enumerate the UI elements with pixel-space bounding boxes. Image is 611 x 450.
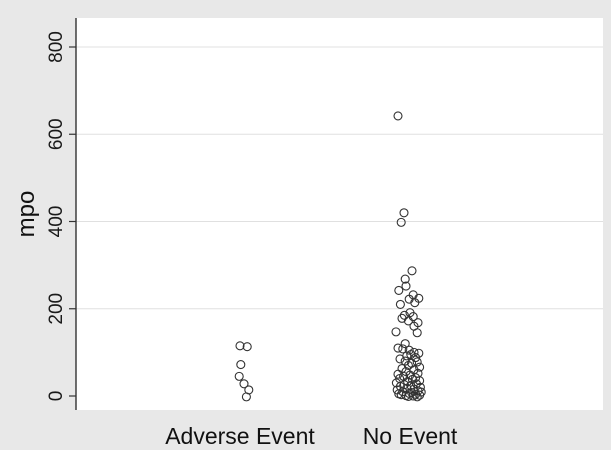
y-tick-label: 800	[46, 31, 67, 63]
y-tick-label: 600	[46, 118, 67, 150]
y-tick-label: 0	[46, 391, 67, 402]
data-point	[235, 341, 245, 351]
y-tick-label: 400	[46, 206, 67, 238]
data-point	[399, 208, 409, 218]
data-point	[241, 392, 251, 402]
y-tick-label: 200	[46, 293, 67, 325]
data-point	[393, 369, 403, 379]
data-point	[393, 343, 403, 353]
data-point	[242, 342, 252, 352]
data-point	[234, 371, 244, 381]
data-point	[410, 298, 420, 308]
data-point	[408, 391, 418, 401]
data-point	[397, 313, 407, 323]
data-point	[403, 316, 413, 326]
y-axis-title: mpo	[13, 191, 40, 238]
data-point	[406, 350, 416, 360]
data-point	[405, 370, 415, 380]
data-point	[412, 357, 422, 367]
data-point	[391, 327, 401, 337]
data-point	[395, 299, 405, 309]
data-point	[407, 266, 417, 276]
data-point	[416, 387, 426, 397]
category-label: Adverse Event	[165, 423, 315, 449]
grid-lines	[76, 46, 603, 310]
data-point	[401, 281, 411, 291]
y-ticks: 0 200 400 600 800	[46, 31, 76, 401]
data-point	[400, 274, 410, 284]
data-point	[398, 344, 408, 354]
plot-area	[76, 18, 603, 410]
x-category-labels: Adverse Event No Event	[165, 423, 458, 449]
data-point	[400, 339, 410, 349]
data-point	[415, 362, 425, 372]
data-point	[415, 376, 425, 386]
data-point	[412, 328, 422, 338]
data-point	[404, 345, 414, 355]
data-point	[403, 391, 413, 401]
data-point	[394, 285, 404, 295]
data-points	[234, 111, 426, 402]
category-label: No Event	[363, 423, 458, 449]
data-point	[396, 217, 406, 227]
data-point	[393, 111, 403, 121]
data-point	[395, 354, 405, 364]
data-point	[394, 389, 404, 399]
data-point	[236, 360, 246, 370]
data-point	[239, 379, 249, 389]
